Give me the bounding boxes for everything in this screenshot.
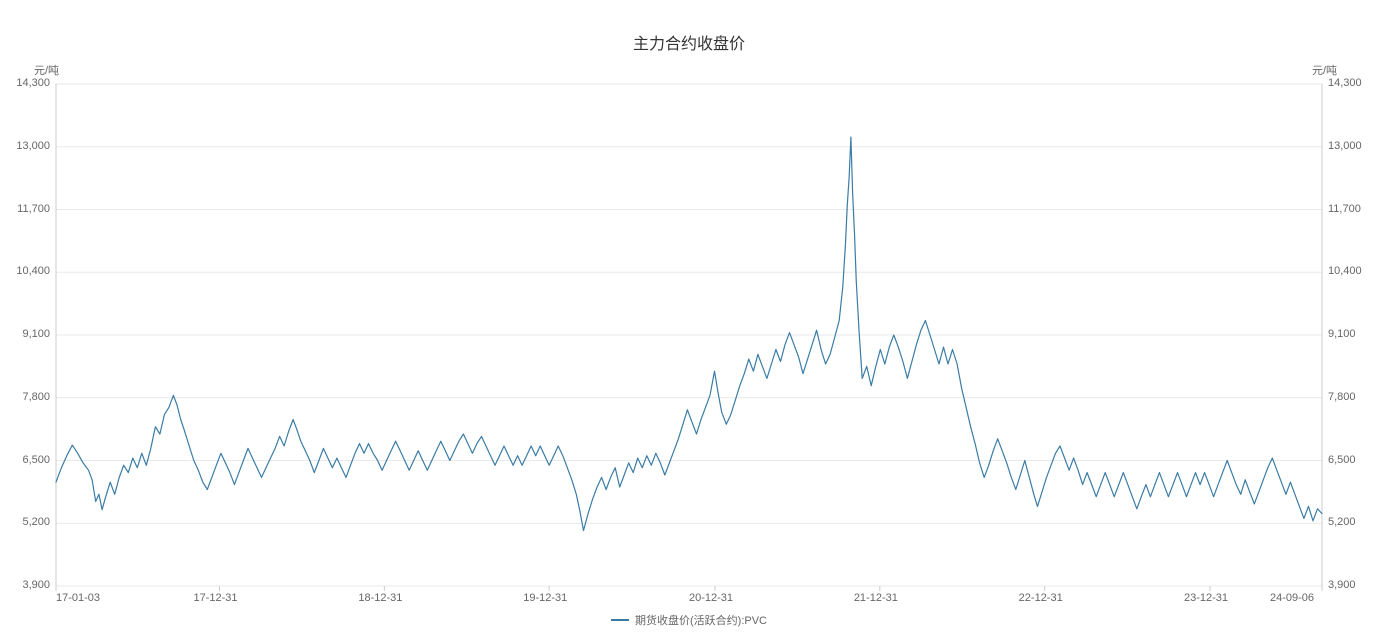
plot-area (0, 0, 1378, 632)
chart-container: 主力合约收盘价 元/吨 元/吨 期货收盘价(活跃合约):PVC 3,9003,9… (0, 0, 1378, 632)
x-tick-label: 17-01-03 (56, 592, 100, 604)
y-tick-label-right: 13,000 (1328, 140, 1362, 152)
y-tick-label-left: 14,300 (16, 77, 50, 89)
y-tick-label-left: 5,200 (22, 516, 50, 528)
y-tick-label-right: 7,800 (1328, 391, 1356, 403)
x-tick-label: 20-12-31 (689, 592, 733, 604)
y-tick-label-left: 6,500 (22, 454, 50, 466)
y-tick-label-left: 7,800 (22, 391, 50, 403)
legend: 期货收盘价(活跃合约):PVC (611, 612, 767, 628)
x-tick-label: 22-12-31 (1019, 592, 1063, 604)
y-tick-label-left: 10,400 (16, 265, 50, 277)
y-tick-label-right: 11,700 (1328, 203, 1361, 215)
x-tick-label: 17-12-31 (194, 592, 238, 604)
y-tick-label-right: 10,400 (1328, 265, 1362, 277)
y-tick-label-left: 11,700 (17, 203, 50, 215)
y-tick-label-right: 6,500 (1328, 454, 1356, 466)
legend-label: 期货收盘价(活跃合约):PVC (635, 612, 767, 628)
y-tick-label-left: 13,000 (16, 140, 50, 152)
x-tick-label: 18-12-31 (358, 592, 402, 604)
x-tick-label: 21-12-31 (854, 592, 898, 604)
y-tick-label-right: 5,200 (1328, 516, 1356, 528)
x-tick-label: 23-12-31 (1184, 592, 1228, 604)
y-tick-label-right: 9,100 (1328, 328, 1356, 340)
x-tick-label: 19-12-31 (523, 592, 567, 604)
x-tick-label: 24-09-06 (1270, 592, 1314, 604)
y-tick-label-right: 14,300 (1328, 77, 1362, 89)
legend-swatch (611, 619, 629, 621)
y-tick-label-left: 3,900 (22, 579, 50, 591)
y-tick-label-left: 9,100 (22, 328, 50, 340)
y-tick-label-right: 3,900 (1328, 579, 1356, 591)
